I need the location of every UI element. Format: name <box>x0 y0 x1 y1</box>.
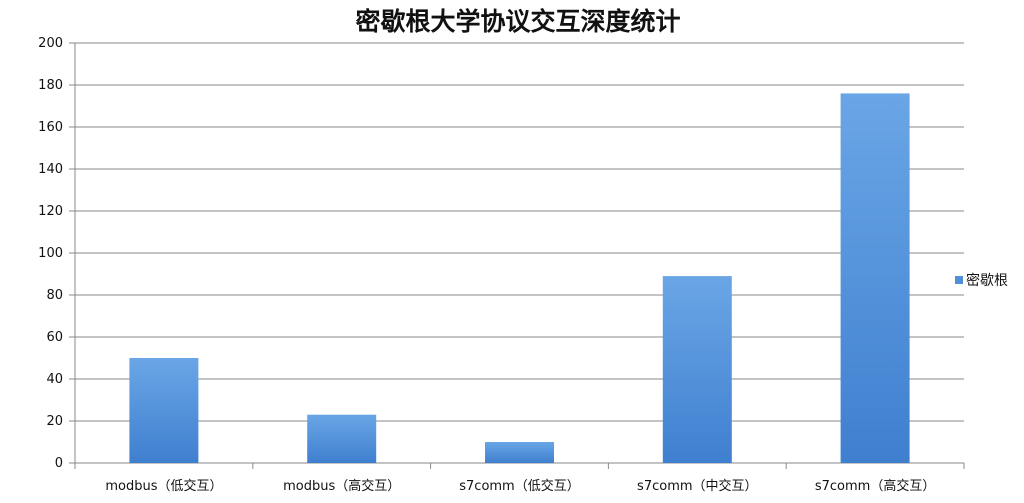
x-category-label: s7comm（低交互） <box>459 478 579 494</box>
x-category-label: s7comm（中交互） <box>637 478 757 494</box>
grid-lines <box>74 42 964 464</box>
bar <box>840 93 910 464</box>
x-category-label: modbus（低交互） <box>105 478 222 494</box>
y-tick-label: 80 <box>46 288 63 303</box>
y-tick-label: 60 <box>46 330 63 345</box>
x-axis-categories: modbus（低交互） modbus（高交互） s7comm（低交互） s7comm（… <box>74 463 965 494</box>
x-category-label: modbus（高交互） <box>283 478 400 494</box>
bar <box>307 414 377 463</box>
bar <box>485 442 554 463</box>
x-category-label: s7comm（高交互） <box>815 478 935 494</box>
y-tick-label: 20 <box>46 414 63 429</box>
bar <box>662 276 732 463</box>
y-tick-label: 0 <box>55 456 63 471</box>
y-tick-label: 140 <box>38 162 63 177</box>
y-tick-label: 200 <box>38 36 63 51</box>
legend-label: 密歇根 <box>966 272 1008 289</box>
y-tick-label: 160 <box>38 120 63 135</box>
chart-title: 密歇根大学协议交互深度统计 <box>355 7 680 36</box>
y-tick-label: 40 <box>46 372 63 387</box>
legend-swatch <box>955 276 963 284</box>
bars <box>129 93 910 464</box>
y-axis-ticks: 0 20 40 60 80 100 120 140 160 180 200 <box>38 36 75 471</box>
legend: 密歇根 <box>955 272 1008 289</box>
y-tick-label: 180 <box>38 78 63 93</box>
y-tick-label: 100 <box>38 246 63 261</box>
y-tick-label: 120 <box>38 204 63 219</box>
bar <box>129 358 199 463</box>
